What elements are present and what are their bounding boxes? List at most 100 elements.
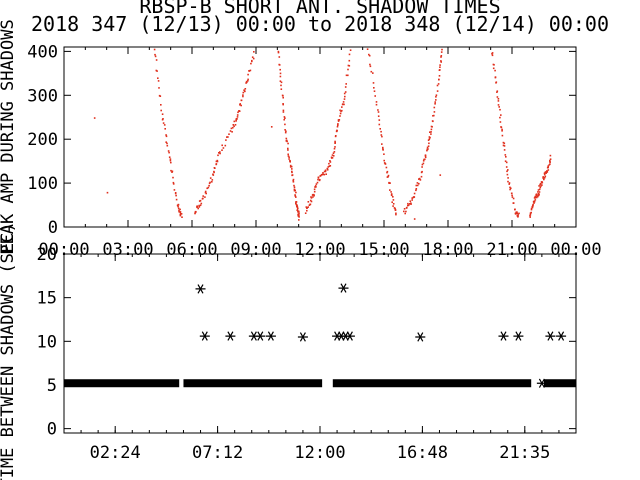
peak-amp-point xyxy=(194,212,196,215)
peak-amp-point xyxy=(323,173,326,176)
peak-amp-point xyxy=(540,185,542,187)
x-tick-label: 00:00 xyxy=(550,240,601,260)
peak-amp-point xyxy=(501,134,504,137)
peak-amp-point xyxy=(195,211,197,213)
peak-amp-point xyxy=(434,101,436,103)
peak-amp-point xyxy=(339,109,341,112)
peak-amp-point xyxy=(153,48,156,51)
peak-amp-point xyxy=(306,209,308,212)
shadow-interval-point xyxy=(545,331,556,341)
y-tick-label: 300 xyxy=(27,86,58,106)
peak-amp-point xyxy=(284,117,286,119)
shadow-interval-band xyxy=(64,379,180,388)
peak-amp-point xyxy=(429,131,431,133)
peak-amp-point xyxy=(418,177,421,180)
peak-amp-point xyxy=(295,201,297,203)
peak-amp-point xyxy=(529,213,532,216)
peak-amp-point xyxy=(243,89,245,91)
peak-amp-point xyxy=(236,116,239,118)
chart-title: RBSP-B SHORT ANT. SHADOW TIMES xyxy=(139,0,501,18)
peak-amp-point xyxy=(381,143,383,145)
peak-amp-point xyxy=(292,178,295,181)
peak-amp-point xyxy=(334,146,336,148)
peak-amp-point xyxy=(549,154,552,157)
peak-amp-point xyxy=(343,103,345,106)
peak-amp-point xyxy=(546,170,548,173)
peak-amp-point xyxy=(315,183,318,185)
peak-amp-point xyxy=(165,141,167,143)
shadow-interval-band xyxy=(183,379,323,388)
peak-amp-point xyxy=(169,159,172,162)
peak-amp-point xyxy=(106,191,109,194)
peak-amp-point xyxy=(313,188,316,191)
peak-amp-point xyxy=(511,196,514,198)
shadow-interval-point xyxy=(344,331,355,341)
shadow-interval-point xyxy=(225,331,236,341)
peak-amp-point xyxy=(338,119,341,121)
peak-amp-point xyxy=(537,193,540,195)
peak-amp-point xyxy=(297,215,300,217)
peak-amp-point xyxy=(439,66,441,68)
peak-amp-point xyxy=(518,212,520,215)
peak-amp-point xyxy=(543,173,546,176)
peak-amp-point xyxy=(212,174,215,176)
peak-amp-point xyxy=(323,170,326,173)
peak-amp-point xyxy=(433,114,435,117)
peak-amp-point xyxy=(549,158,552,160)
peak-amp-point xyxy=(172,176,174,179)
peak-amp-point xyxy=(337,124,339,126)
peak-amp-point xyxy=(368,53,370,56)
peak-amp-point xyxy=(394,208,397,211)
peak-amp-point xyxy=(344,95,346,98)
peak-amp-point xyxy=(395,213,397,216)
peak-amp-point xyxy=(438,69,441,71)
peak-amp-point xyxy=(345,74,348,77)
peak-amp-point xyxy=(165,134,167,136)
peak-amp-point xyxy=(329,160,331,162)
peak-amp-point xyxy=(424,158,426,161)
peak-amp-point xyxy=(403,208,406,210)
peak-amp-point xyxy=(543,172,546,175)
peak-amp-point xyxy=(497,98,500,100)
peak-amp-point xyxy=(293,186,296,189)
peak-amp-point xyxy=(284,129,286,131)
peak-amp-point xyxy=(440,51,443,53)
peak-amp-point xyxy=(242,94,244,96)
peak-amp-point xyxy=(282,109,285,112)
peak-amp-point xyxy=(428,138,431,140)
peak-amp-point xyxy=(379,128,381,130)
peak-amp-point xyxy=(403,210,405,213)
peak-amp-point xyxy=(287,142,289,145)
peak-amp-point xyxy=(342,101,345,103)
peak-amp-point xyxy=(329,161,332,163)
peak-amp-point xyxy=(167,150,170,152)
peak-amp-point xyxy=(392,196,394,198)
peak-amp-point xyxy=(427,139,430,141)
peak-amp-point xyxy=(424,156,427,159)
peak-amp-point xyxy=(416,182,419,184)
peak-amp-point xyxy=(328,162,330,165)
peak-amp-point xyxy=(392,205,394,207)
peak-amp-point xyxy=(162,122,165,124)
peak-amp-point xyxy=(499,121,502,123)
peak-amp-point xyxy=(347,74,349,77)
peak-amp-point xyxy=(492,67,495,70)
peak-amp-point xyxy=(509,186,511,189)
peak-amp-point xyxy=(279,68,281,71)
peak-amp-point xyxy=(172,181,175,184)
peak-amp-point xyxy=(508,182,511,184)
peak-amp-point xyxy=(431,126,433,128)
peak-amp-point xyxy=(278,64,281,66)
peak-amp-point xyxy=(291,171,293,174)
peak-amp-point xyxy=(505,166,508,168)
x-tick-label: 07:12 xyxy=(192,443,243,463)
y-axis-label: TIME BETWEEN SHADOWS (SEC) xyxy=(0,222,18,480)
peak-amp-point xyxy=(292,179,294,182)
peak-amp-point xyxy=(389,189,391,191)
peak-amp-point xyxy=(382,148,384,150)
peak-amp-point xyxy=(432,120,434,123)
peak-amp-point xyxy=(327,166,330,168)
peak-amp-point xyxy=(295,202,297,204)
peak-amp-point xyxy=(336,125,339,128)
peak-amp-point xyxy=(248,70,251,72)
